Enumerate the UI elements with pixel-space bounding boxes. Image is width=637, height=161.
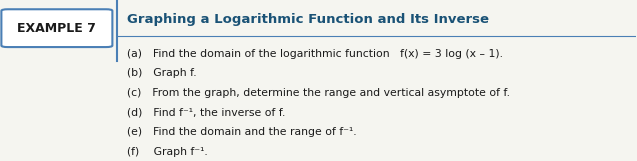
Text: (c) From the graph, determine the range and vertical asymptote of f.: (c) From the graph, determine the range …	[127, 88, 510, 98]
FancyBboxPatch shape	[1, 9, 112, 47]
Text: (f)  Graph f⁻¹.: (f) Graph f⁻¹.	[127, 147, 208, 157]
Text: (a) Find the domain of the logarithmic function   f(x) = 3 log (x – 1).: (a) Find the domain of the logarithmic f…	[127, 49, 503, 59]
Text: Graphing a Logarithmic Function and Its Inverse: Graphing a Logarithmic Function and Its …	[127, 13, 489, 26]
Text: (e) Find the domain and the range of f⁻¹.: (e) Find the domain and the range of f⁻¹…	[127, 127, 357, 137]
Text: (b) Graph f.: (b) Graph f.	[127, 68, 197, 78]
Text: (d) Find f⁻¹, the inverse of f.: (d) Find f⁻¹, the inverse of f.	[127, 108, 285, 118]
Text: EXAMPLE 7: EXAMPLE 7	[17, 22, 96, 35]
